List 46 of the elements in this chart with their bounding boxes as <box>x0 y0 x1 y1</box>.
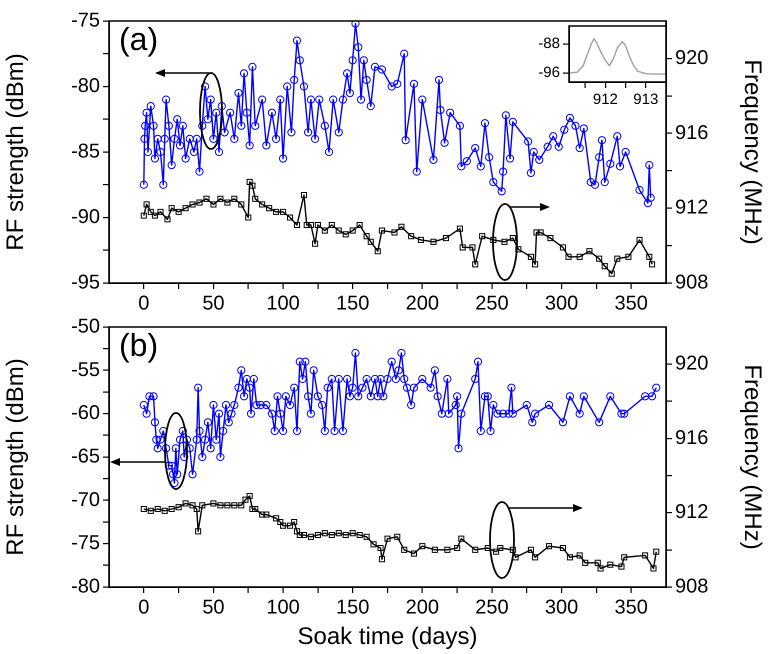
x-tick-label: 350 <box>614 292 648 315</box>
y-axis-title: RF strength (dBm) <box>2 358 30 556</box>
y2-tick-label: 912 <box>675 196 708 219</box>
x-tick-label: 913 <box>633 91 658 108</box>
x-tick-label: 350 <box>614 596 648 619</box>
x-tick-label: 250 <box>475 292 509 315</box>
x-tick-label: 200 <box>406 596 439 619</box>
x-tick-label: 50 <box>202 596 225 619</box>
y-tick-label: -80 <box>71 75 100 98</box>
y2-tick-label: 908 <box>675 576 708 598</box>
x-tick-label: 0 <box>138 292 150 315</box>
y-tick-label: -60 <box>71 402 100 424</box>
x-tick-label: 150 <box>336 596 370 619</box>
x-tick-label: 300 <box>544 292 578 315</box>
x-tick-label: 0 <box>138 596 150 619</box>
y-tick-label: -50 <box>71 316 100 338</box>
y2-tick-label: 920 <box>675 46 708 69</box>
y2-tick-label: 908 <box>675 272 708 294</box>
x-tick-label: 100 <box>266 292 300 315</box>
y-tick-label: -96 <box>538 64 560 82</box>
y2-tick-label: 916 <box>675 122 708 144</box>
y-tick-label: -90 <box>71 206 100 228</box>
x-tick-label: 50 <box>202 292 225 315</box>
y-tick-label: -55 <box>71 358 100 381</box>
y2-tick-label: 912 <box>675 501 708 524</box>
y-tick-label: -75 <box>71 10 100 32</box>
y-tick-label: -70 <box>71 488 100 511</box>
x-tick-label: 300 <box>544 596 578 619</box>
y2-axis-title: Frequency (MHz) <box>738 364 766 550</box>
y2-tick-label: 916 <box>675 426 708 449</box>
x-tick-label: 200 <box>406 292 439 315</box>
y-tick-label: -65 <box>71 446 100 468</box>
y-tick-label: -85 <box>71 140 100 163</box>
y-tick-label: -75 <box>71 532 100 554</box>
y2-axis-title: Frequency (MHz) <box>738 59 766 245</box>
x-tick-label: 250 <box>475 596 509 619</box>
x-axis-title: Soak time (days) <box>297 623 478 650</box>
y2-tick-label: 920 <box>675 352 708 375</box>
x-tick-label: 100 <box>266 596 300 619</box>
y-tick-label: -80 <box>71 576 100 598</box>
y-axis-title: RF strength (dBm) <box>2 53 30 251</box>
annotation: (a) <box>119 20 158 57</box>
annotation: (b) <box>119 326 158 363</box>
y-tick-label: -88 <box>538 35 560 52</box>
y-tick-label: -95 <box>71 272 100 294</box>
x-tick-label: 150 <box>336 292 370 315</box>
